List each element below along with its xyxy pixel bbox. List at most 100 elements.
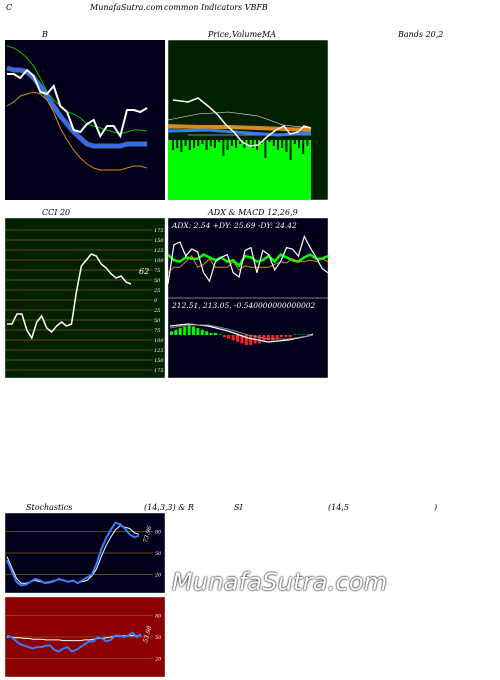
macd-histogram-bar xyxy=(293,334,297,335)
ma-label: MA xyxy=(262,30,276,39)
cci-tick-label: 75 xyxy=(154,268,160,274)
macd-histogram-bar xyxy=(174,329,178,335)
volume-bar-gap xyxy=(289,140,292,160)
macd-histogram-bar xyxy=(209,332,213,335)
rsi-grid: 80 50 20 xyxy=(5,613,162,663)
volume-bar-gap xyxy=(251,140,254,148)
macd-histogram-bar xyxy=(249,335,253,346)
macd-signal-line xyxy=(169,324,314,340)
header-letter: C xyxy=(6,3,13,12)
stochastics-tick-label: 20 xyxy=(154,573,162,579)
stochastics-tick-label: 80 xyxy=(155,529,162,535)
volume-bar-gap xyxy=(272,140,275,146)
cci-tick-label: 50 xyxy=(154,278,161,284)
macd-histogram-bar xyxy=(302,334,305,335)
site-title[interactable]: MunafaSutra.com xyxy=(90,3,163,12)
volume-bar-gap xyxy=(277,140,279,150)
cci-value: 62 xyxy=(139,267,149,276)
adx-macd-label: ADX & MACD 12,26,9 xyxy=(208,208,298,217)
stochastics-k-line xyxy=(6,521,140,587)
volume-bar-gap xyxy=(222,140,225,156)
cci-line xyxy=(7,253,132,340)
macd-histogram-bar xyxy=(297,334,301,335)
rsi-tick-label: 50 xyxy=(155,635,162,641)
volume-bar-gap xyxy=(239,140,242,144)
cci-background xyxy=(5,218,165,378)
bollinger-background xyxy=(5,40,165,200)
volume-label: Volume, xyxy=(232,30,265,39)
cci-tick-label: 150 xyxy=(154,358,164,364)
volume-bar-gap xyxy=(281,140,284,148)
rsi-tick-label: 20 xyxy=(154,657,162,663)
bollinger-middle-band xyxy=(6,66,147,148)
volume-bar-gap xyxy=(230,140,233,146)
volume-bar-gap xyxy=(214,140,216,148)
macd-histogram-bar xyxy=(178,328,182,335)
adx-macd-chart: ADX: 2.54 +DY: 25.69 -DY: 24.42 212.51, … xyxy=(168,218,328,378)
stochastics-chart: 80 50 20 73.96 xyxy=(5,513,165,593)
volume-bar-gap xyxy=(197,140,200,146)
volume-bar-gap xyxy=(193,140,195,148)
volume-bar-gap xyxy=(247,140,250,146)
macd-histogram-bar xyxy=(214,332,217,335)
volume-bar-gap xyxy=(184,140,187,146)
cci-tick-label: 100 xyxy=(154,338,164,344)
macd-histogram-bar xyxy=(236,335,239,342)
cci-axis-ticks: 175 150 125 100 75 50 25 0 25 50 75 100 125 150 175 xyxy=(153,228,164,374)
price-line xyxy=(172,97,312,147)
macd-histogram-bar xyxy=(170,331,173,335)
rsi-line xyxy=(6,631,142,653)
stochastics-value: 73.96 xyxy=(142,525,153,544)
macd-histogram-bar xyxy=(244,335,248,346)
rsi-value: 53.98 xyxy=(142,625,153,644)
cci-tick-label: 25 xyxy=(153,288,160,294)
cci-tick-label: 150 xyxy=(154,238,164,244)
bollinger-label: B xyxy=(42,30,48,39)
macd-histogram-bar xyxy=(183,326,187,335)
volume-bar-gap xyxy=(218,140,221,142)
volume-bar-gap xyxy=(205,140,208,150)
macd-histogram-bar xyxy=(306,334,310,335)
volume-bar-gap xyxy=(176,140,179,148)
cci-tick-label: 25 xyxy=(153,308,160,314)
macd-histogram-bar xyxy=(196,328,200,335)
volume-bar-gap xyxy=(201,140,204,144)
cci-tick-label: 0 xyxy=(154,298,158,304)
volume-bar-gap xyxy=(180,140,183,152)
macd-histogram-bar xyxy=(275,335,279,339)
macd-histogram-bar xyxy=(187,324,191,335)
header-subtitle: common Indicators VBFB xyxy=(164,3,268,12)
ma-white-upper xyxy=(168,111,312,129)
macd-histogram-bar xyxy=(222,335,226,338)
stochastics-tick-label: 50 xyxy=(155,551,162,557)
bollinger-lower-band xyxy=(6,91,148,171)
cci-tick-label: 100 xyxy=(154,258,164,264)
volume-bar-gap xyxy=(293,140,296,144)
volume-bar-gap xyxy=(298,140,300,148)
macd-histogram-bar xyxy=(288,335,292,338)
macd-histogram-bar xyxy=(200,329,204,335)
macd-histogram-bar xyxy=(258,335,261,344)
adx-readout: ADX: 2.54 +DY: 25.69 -DY: 24.42 xyxy=(171,221,297,230)
watermark: MunafaSutra.com xyxy=(172,568,388,596)
cci-tick-label: 50 xyxy=(154,318,161,324)
bollinger-upper-band xyxy=(6,45,148,135)
volume-bars xyxy=(172,140,309,160)
macd-histogram-bar xyxy=(231,335,235,341)
volume-bar-gap xyxy=(268,140,271,142)
macd-readout: 212.51, 213.05, -0.540000000000002 xyxy=(171,301,316,310)
macd-histogram-bar xyxy=(240,335,244,344)
cci-tick-label: 175 xyxy=(154,368,164,374)
rsi-close-paren: ) xyxy=(434,503,438,512)
stochastics-params: (14,3,3) & R xyxy=(144,503,194,512)
adx-line xyxy=(168,234,328,285)
stochastics-label: Stochastics xyxy=(26,503,73,512)
volume-bar-gap xyxy=(209,140,212,146)
bollinger-price-line xyxy=(7,68,148,139)
volume-bar-gap xyxy=(302,140,305,154)
price-volume-chart xyxy=(168,40,328,200)
bands-label: Bands 20,2 xyxy=(398,30,444,39)
volume-bar-gap xyxy=(172,140,174,150)
macd-histogram-bar xyxy=(205,331,209,335)
macd-histogram-bar xyxy=(218,334,222,335)
